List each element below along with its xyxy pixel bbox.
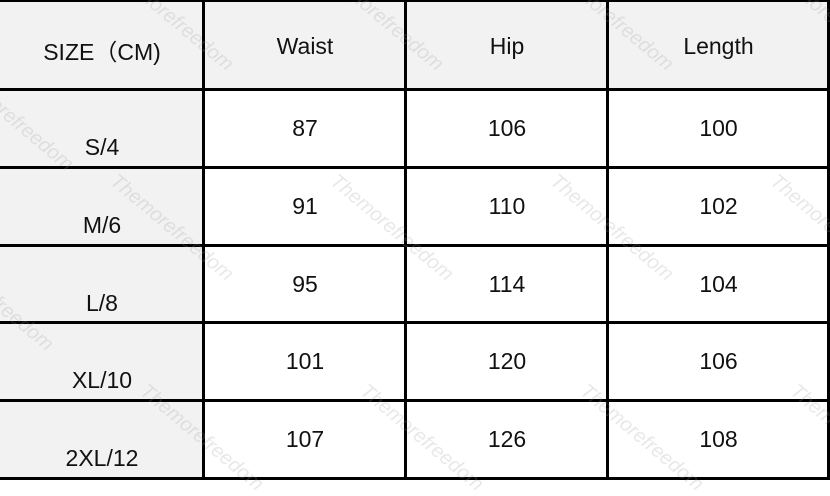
measurement-cell: 102 [699,193,738,219]
measurement-cell: 120 [487,348,527,374]
measurement-cell: 108 [699,426,738,452]
size-chart-table: SIZE（CM) Waist Hip Length S/4 87 106 100 M/6 91 11… [0,0,830,480]
measurement-cell: 87 [292,115,318,141]
row-divider [0,321,829,324]
column-header: SIZE（CM) [0,1,204,90]
measurement-cell: 114 [488,271,526,297]
measurement-cell: 104 [699,271,738,297]
column-header: Hip [406,1,608,90]
column-divider [606,0,609,480]
column-header: Waist [204,1,406,90]
size-label: M/6 [0,168,204,246]
row-divider [0,477,829,480]
measurement-cell: 106 [699,348,738,374]
column-divider [404,0,407,480]
measurement-cell: 100 [699,115,738,141]
measurement-cell: 91 [292,193,318,219]
size-label: L/8 [0,246,204,323]
measurement-cell: 101 [285,348,325,374]
measurement-cell: 106 [487,115,527,141]
row-divider [0,399,829,402]
measurement-cell: 126 [487,426,527,452]
size-label: XL/10 [0,323,204,401]
column-divider [827,0,830,480]
row-divider [0,244,829,247]
measurement-cell: 95 [292,271,318,297]
measurement-cell: 107 [285,426,325,452]
column-header: Length [608,1,829,90]
size-label: 2XL/12 [0,401,204,479]
row-divider [0,88,829,91]
size-label: S/4 [0,90,204,168]
row-divider [0,0,829,2]
row-divider [0,166,829,169]
measurement-cell: 110 [488,193,526,219]
column-divider [202,0,205,480]
